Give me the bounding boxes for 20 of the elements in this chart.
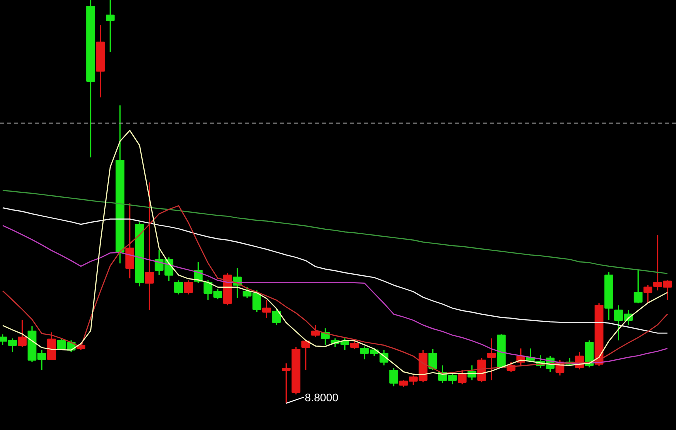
candlestick [272,308,282,326]
candlestick [184,280,194,296]
candlestick [458,370,467,386]
candlestick [126,203,134,280]
candlestick [106,0,115,54]
candlestick [47,332,56,361]
candlestick [18,320,27,348]
candlestick [644,284,653,304]
candlestick [634,270,643,304]
candlestick [428,348,438,372]
candlestick [478,358,486,384]
candlestick [487,338,496,382]
candlestick [311,324,320,338]
candlestick [174,280,184,296]
candlestick [390,368,398,388]
candlestick [145,182,154,312]
candlestick [585,340,594,368]
candlestick [262,300,272,320]
annotation: 8.8000 [305,392,339,404]
candlestick [302,340,310,372]
